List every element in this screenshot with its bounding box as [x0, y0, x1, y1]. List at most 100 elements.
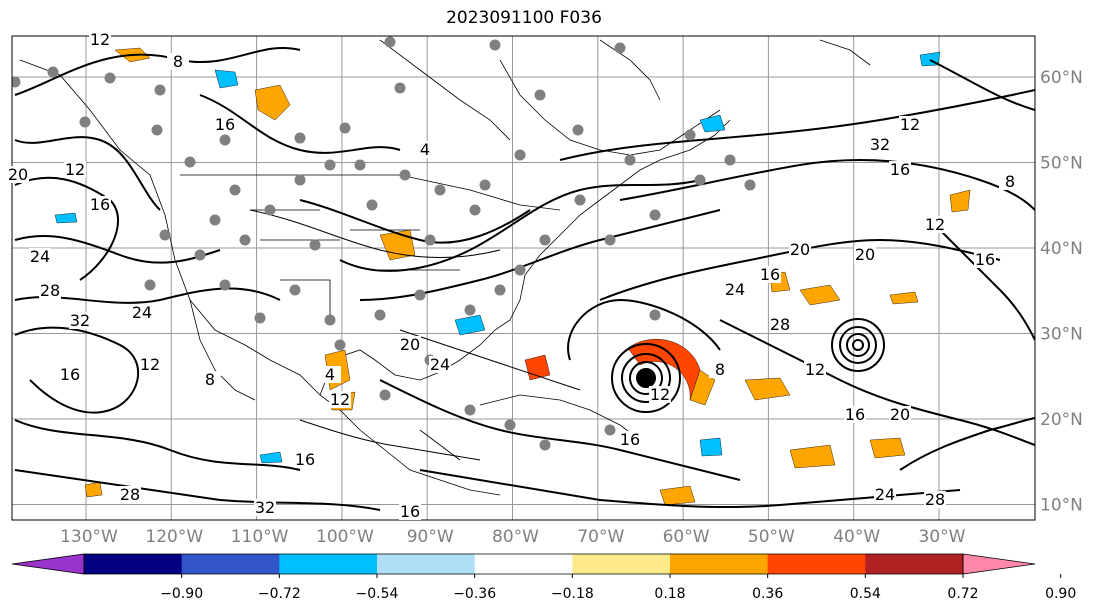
- contour-label: 24: [725, 280, 745, 299]
- station-dot: [504, 419, 516, 431]
- contour-label-bg: [414, 141, 436, 158]
- station-dot: [744, 179, 756, 191]
- contour-label-bg: [139, 356, 161, 373]
- station-dot: [624, 154, 636, 166]
- contour-label: 32: [255, 498, 275, 517]
- colorbar: [11, 553, 1036, 575]
- station-dot: [366, 199, 378, 211]
- station-dot: [379, 389, 391, 401]
- longitude-label: 60°W: [663, 527, 710, 547]
- station-dot: [159, 229, 171, 241]
- contour-label: 16: [760, 265, 780, 284]
- longitude-label: 130°W: [60, 527, 118, 547]
- station-dot: [534, 89, 546, 101]
- contour-label-bg: [709, 361, 731, 378]
- station-dot: [12, 76, 21, 88]
- colorbar-tick-labels: −0.90 −0.72 −0.54 −0.36 −0.18 0.18 0.36 0.54 0.7…: [160, 574, 1076, 602]
- station-dot: [239, 234, 251, 246]
- contour-label: 16: [845, 405, 865, 424]
- contour-label-bg: [874, 486, 896, 503]
- contour-label-bg: [889, 406, 911, 423]
- graticule: [12, 36, 1035, 520]
- contour-label-bg: [649, 386, 671, 403]
- contour-label: 8: [715, 360, 725, 379]
- contour-label: 28: [40, 281, 60, 300]
- contour-label-bg: [924, 491, 946, 508]
- contour-label-bg: [854, 246, 876, 263]
- colorbar-segment: [865, 554, 964, 574]
- contour-label: 16: [400, 502, 420, 521]
- coastlines: [19, 39, 871, 496]
- contour-label-bg: [254, 499, 276, 516]
- latitude-label: 20°N: [1040, 410, 1083, 430]
- station-dot: [79, 116, 91, 128]
- contour-label-bg: [889, 161, 911, 178]
- contour-label-bg: [804, 361, 826, 378]
- contour-label: 20: [400, 335, 420, 354]
- station-dot: [339, 122, 351, 134]
- station-dot: [229, 184, 241, 196]
- map-frame: [11, 35, 1036, 521]
- contour-label-bg: [199, 371, 221, 388]
- contour-label-bg: [89, 196, 111, 213]
- station-dot: [374, 309, 386, 321]
- station-dot: [614, 42, 626, 54]
- station-dot: [151, 124, 163, 136]
- contour-label: 16: [620, 430, 640, 449]
- station-dot: [572, 124, 584, 136]
- station-dot: [514, 264, 526, 276]
- contour-label-bg: [974, 251, 996, 268]
- longitude-label: 100°W: [316, 527, 374, 547]
- colorbar-segment: [84, 554, 183, 574]
- station-dot: [604, 234, 616, 246]
- station-dot: [47, 66, 59, 78]
- contour-label-bg: [924, 216, 946, 233]
- contour-label: 32: [70, 311, 90, 330]
- station-dot: [414, 289, 426, 301]
- contour-label: 8: [1005, 172, 1015, 191]
- contour-label-bg: [869, 136, 891, 153]
- station-dot: [254, 312, 266, 324]
- colorbar-tick-label: 0.36: [752, 586, 783, 602]
- contour-label-bg: [64, 161, 86, 178]
- contour-label: 20: [8, 165, 28, 184]
- contour-label: 28: [925, 490, 945, 509]
- station-markers: [12, 36, 756, 451]
- contour-label: 20: [790, 240, 810, 259]
- station-dot: [724, 154, 736, 166]
- station-dot: [479, 179, 491, 191]
- contour-label: 12: [650, 385, 670, 404]
- colorbar-tick-label: 0.90: [1045, 586, 1076, 602]
- contours-thin: [249, 209, 581, 461]
- contour-label: 8: [205, 370, 215, 389]
- colorbar-tick-label: −0.36: [453, 586, 496, 602]
- station-dot: [209, 214, 221, 226]
- contour-label: 12: [805, 360, 825, 379]
- station-dot: [574, 194, 586, 206]
- station-dot: [464, 304, 476, 316]
- contour-label-bg: [429, 356, 451, 373]
- contour-label: 28: [770, 315, 790, 334]
- contour-label-bg: [789, 241, 811, 258]
- contour-label-bg: [89, 31, 111, 48]
- station-dot: [464, 404, 476, 416]
- contour-label-bg: [29, 248, 51, 265]
- colorbar-segment: [181, 554, 280, 574]
- map-area: [12, 36, 1035, 520]
- longitude-label: 40°W: [833, 527, 880, 547]
- latitude-label: 30°N: [1040, 325, 1083, 345]
- contour-label-bg: [294, 451, 316, 468]
- colorbar-tick-label: −0.90: [160, 586, 203, 602]
- station-dot: [324, 159, 336, 171]
- contour-label-bg: [39, 282, 61, 299]
- station-dot: [324, 314, 336, 326]
- contour-label: 4: [420, 140, 430, 159]
- colorbar-tick-label: −0.72: [258, 586, 301, 602]
- contour-label: 12: [330, 390, 350, 409]
- station-dot: [309, 239, 321, 251]
- longitude-label: 110°W: [231, 527, 289, 547]
- longitude-label: 70°W: [577, 527, 624, 547]
- station-dot: [684, 129, 696, 141]
- contour-label: 28: [120, 485, 140, 504]
